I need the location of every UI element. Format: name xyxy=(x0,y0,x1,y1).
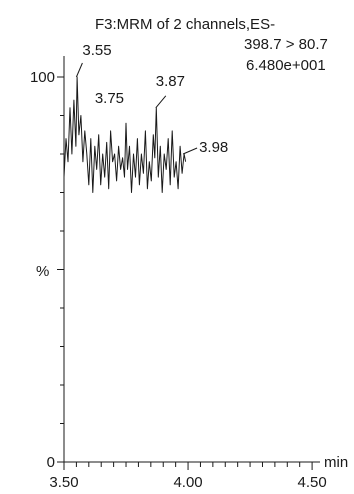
peak-labels: 3.55 3.75 3.87 3.98 xyxy=(75,42,228,156)
x-ticks: 3.50 4.00 4.50 xyxy=(49,462,327,491)
peak-leader xyxy=(182,147,198,155)
plot-area xyxy=(63,76,187,193)
y-tick-label: 0 xyxy=(47,454,55,471)
header-line-3: 6.480e+001 xyxy=(246,57,326,74)
peak-leader xyxy=(155,95,167,109)
peak-label: 3.75 xyxy=(95,90,124,107)
x-tick-label: 3.50 xyxy=(49,474,78,491)
y-tick-label: 100 xyxy=(30,69,55,86)
chart-header: F3:MRM of 2 channels,ES- 398.7 > 80.7 6.… xyxy=(95,16,328,74)
peak-label: 3.55 xyxy=(82,42,111,59)
x-tick-label: 4.50 xyxy=(297,474,326,491)
header-line-2: 398.7 > 80.7 xyxy=(244,36,328,53)
x-axis-unit: min xyxy=(324,454,348,471)
peak-label: 3.87 xyxy=(156,73,185,90)
peak-leader xyxy=(75,62,83,78)
x-tick-label: 4.00 xyxy=(173,474,202,491)
y-ticks: 0 100 xyxy=(30,69,64,471)
header-line-1: F3:MRM of 2 channels,ES- xyxy=(95,16,275,33)
trace-line xyxy=(63,76,187,193)
peak-label: 3.98 xyxy=(199,139,228,156)
y-axis-label: % xyxy=(36,263,49,280)
